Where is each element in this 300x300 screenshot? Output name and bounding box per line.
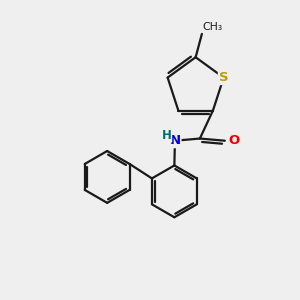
Text: O: O: [228, 134, 240, 147]
Text: H: H: [162, 129, 172, 142]
Text: N: N: [169, 134, 181, 147]
Text: CH₃: CH₃: [203, 22, 223, 32]
Text: S: S: [219, 71, 229, 84]
